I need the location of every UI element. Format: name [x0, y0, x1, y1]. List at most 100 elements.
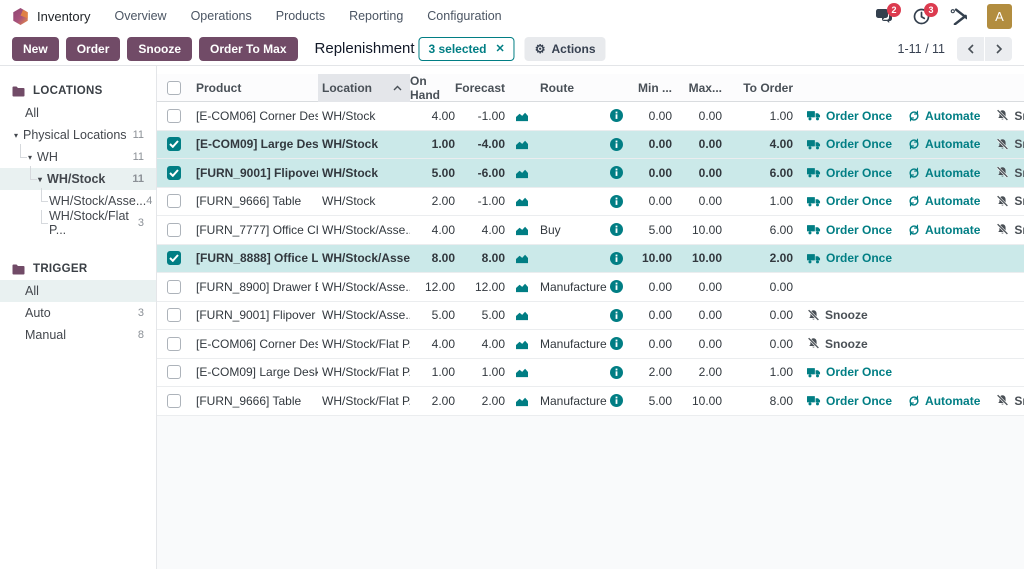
product-cell[interactable]: [E-COM06] Corner Desk ... — [196, 336, 318, 351]
info-icon[interactable] — [610, 194, 623, 208]
table-row[interactable]: [FURN_9666] Table WH/Stock 2.00 -1.00 0.… — [157, 187, 1024, 216]
automate-button[interactable]: Automate — [908, 137, 980, 151]
row-checkbox[interactable] — [166, 336, 181, 351]
forecast-chart-icon[interactable] — [515, 395, 529, 407]
table-row[interactable]: [E-COM06] Corner Desk ... WH/Stock/Flat … — [157, 330, 1024, 359]
to-order-cell[interactable]: 8.00 — [769, 393, 793, 408]
sidebar-item-wh-stock[interactable]: ▾ WH/Stock 11 — [0, 166, 156, 190]
to-order-cell[interactable]: 1.00 — [769, 365, 793, 380]
row-checkbox[interactable] — [166, 251, 181, 266]
row-checkbox[interactable] — [166, 308, 181, 323]
to-order-cell[interactable]: 0.00 — [769, 279, 793, 294]
snooze-button[interactable]: Snooze — [996, 166, 1024, 180]
info-icon[interactable] — [610, 166, 623, 180]
order-once-button[interactable]: Order Once — [807, 365, 892, 379]
snooze-button[interactable]: Snooze — [807, 308, 868, 322]
caret-down-icon[interactable]: ▾ — [14, 130, 19, 140]
table-row[interactable]: [FURN_9001] Flipover WH/Stock 5.00 -6.00… — [157, 159, 1024, 188]
to-order-cell[interactable]: 4.00 — [769, 137, 793, 152]
info-icon[interactable] — [610, 137, 623, 151]
user-avatar[interactable]: A — [987, 3, 1012, 29]
snooze-button[interactable]: Snooze — [127, 36, 193, 61]
info-icon[interactable] — [610, 251, 623, 265]
row-checkbox[interactable] — [166, 108, 181, 123]
product-cell[interactable]: [FURN_9666] Table — [196, 393, 302, 408]
product-cell[interactable]: [FURN_9666] Table — [196, 194, 302, 209]
column-header-on-hand[interactable]: On Hand — [410, 74, 440, 102]
product-cell[interactable]: [FURN_8888] Office Lamp — [196, 251, 318, 266]
tools-icon[interactable] — [950, 7, 967, 25]
forecast-chart-icon[interactable] — [515, 138, 529, 150]
row-checkbox[interactable] — [166, 393, 181, 408]
snooze-button[interactable]: Snooze — [996, 394, 1024, 408]
nav-menu-item[interactable]: Overview — [114, 9, 167, 23]
product-cell[interactable]: [FURN_9001] Flipover — [196, 308, 316, 323]
pager-previous-button[interactable] — [957, 36, 984, 61]
to-order-cell[interactable]: 0.00 — [769, 336, 793, 351]
sidebar-item-wh-stock-asse[interactable]: WH/Stock/Asse... 4 — [0, 188, 156, 212]
caret-down-icon[interactable]: ▾ — [28, 152, 33, 162]
snooze-button[interactable]: Snooze — [996, 137, 1024, 151]
forecast-chart-icon[interactable] — [515, 252, 529, 264]
info-icon[interactable] — [610, 109, 623, 123]
to-order-cell[interactable]: 0.00 — [769, 308, 793, 323]
info-icon[interactable] — [610, 337, 623, 351]
column-header-to-order[interactable]: To Order — [743, 81, 793, 95]
table-row[interactable]: [FURN_9666] Table WH/Stock/Flat P... 2.0… — [157, 387, 1024, 416]
table-row[interactable]: [FURN_9001] Flipover WH/Stock/Asse... 5.… — [157, 301, 1024, 330]
column-header-forecast[interactable]: Forecast — [454, 81, 505, 95]
messages-icon[interactable]: 2 — [875, 3, 901, 24]
forecast-chart-icon[interactable] — [515, 309, 529, 321]
order-to-max-button[interactable]: Order To Max — [199, 36, 298, 61]
new-button[interactable]: New — [12, 36, 59, 61]
automate-button[interactable]: Automate — [908, 109, 980, 123]
sidebar-item-wh[interactable]: ▾ WH 11 — [0, 144, 156, 168]
nav-menu-item[interactable]: Configuration — [427, 9, 502, 23]
column-header-min[interactable]: Min ... — [638, 81, 672, 95]
automate-button[interactable]: Automate — [908, 166, 980, 180]
table-row[interactable]: [FURN_8888] Office Lamp WH/Stock/Asse...… — [157, 244, 1024, 273]
product-cell[interactable]: [FURN_8900] Drawer Black — [196, 279, 318, 294]
forecast-chart-icon[interactable] — [515, 366, 529, 378]
order-once-button[interactable]: Order Once — [807, 394, 892, 408]
product-cell[interactable]: [E-COM09] Large Desk — [196, 137, 318, 152]
caret-down-icon[interactable]: ▾ — [38, 174, 43, 184]
sidebar-item-all[interactable]: All — [25, 106, 39, 120]
order-once-button[interactable]: Order Once — [807, 194, 892, 208]
sidebar-item-manual[interactable]: Manual 8 — [25, 328, 144, 342]
app-name[interactable]: Inventory — [37, 8, 91, 24]
to-order-cell[interactable]: 1.00 — [769, 108, 793, 123]
forecast-chart-icon[interactable] — [515, 281, 529, 293]
row-checkbox[interactable] — [166, 165, 181, 180]
forecast-chart-icon[interactable] — [515, 195, 529, 207]
clear-selection-icon[interactable]: ✕ — [495, 43, 505, 55]
table-row[interactable]: [FURN_7777] Office Chair WH/Stock/Asse..… — [157, 216, 1024, 245]
order-once-button[interactable]: Order Once — [807, 137, 892, 151]
select-all-checkbox[interactable] — [166, 81, 181, 95]
order-once-button[interactable]: Order Once — [807, 166, 892, 180]
sidebar-item-wh-stock-flat-p[interactable]: WH/Stock/Flat P... 3 — [0, 209, 156, 237]
pager-next-button[interactable] — [985, 36, 1012, 61]
snooze-button[interactable]: Snooze — [996, 194, 1024, 208]
column-header-max[interactable]: Max... — [688, 81, 722, 95]
order-once-button[interactable]: Order Once — [807, 109, 892, 123]
column-header-location[interactable]: Location — [318, 74, 410, 102]
info-icon[interactable] — [610, 223, 623, 237]
nav-menu-item[interactable]: Reporting — [349, 9, 404, 23]
nav-menu-item[interactable]: Operations — [190, 9, 252, 23]
row-checkbox[interactable] — [166, 222, 181, 237]
forecast-chart-icon[interactable] — [515, 338, 529, 350]
to-order-cell[interactable]: 6.00 — [769, 222, 793, 237]
row-checkbox[interactable] — [166, 137, 181, 152]
sidebar-item-auto[interactable]: Auto 3 — [25, 306, 144, 320]
snooze-button[interactable]: Snooze — [996, 109, 1024, 123]
to-order-cell[interactable]: 1.00 — [769, 194, 793, 209]
snooze-button[interactable]: Snooze — [996, 223, 1024, 237]
order-once-button[interactable]: Order Once — [807, 223, 892, 237]
row-checkbox[interactable] — [166, 365, 181, 380]
inventory-app-icon[interactable] — [12, 7, 29, 25]
product-cell[interactable]: [E-COM09] Large Desk — [196, 365, 318, 380]
table-row[interactable]: [E-COM06] Corner Desk ... WH/Stock 4.00 … — [157, 102, 1024, 131]
automate-button[interactable]: Automate — [908, 194, 980, 208]
row-checkbox[interactable] — [166, 279, 181, 294]
